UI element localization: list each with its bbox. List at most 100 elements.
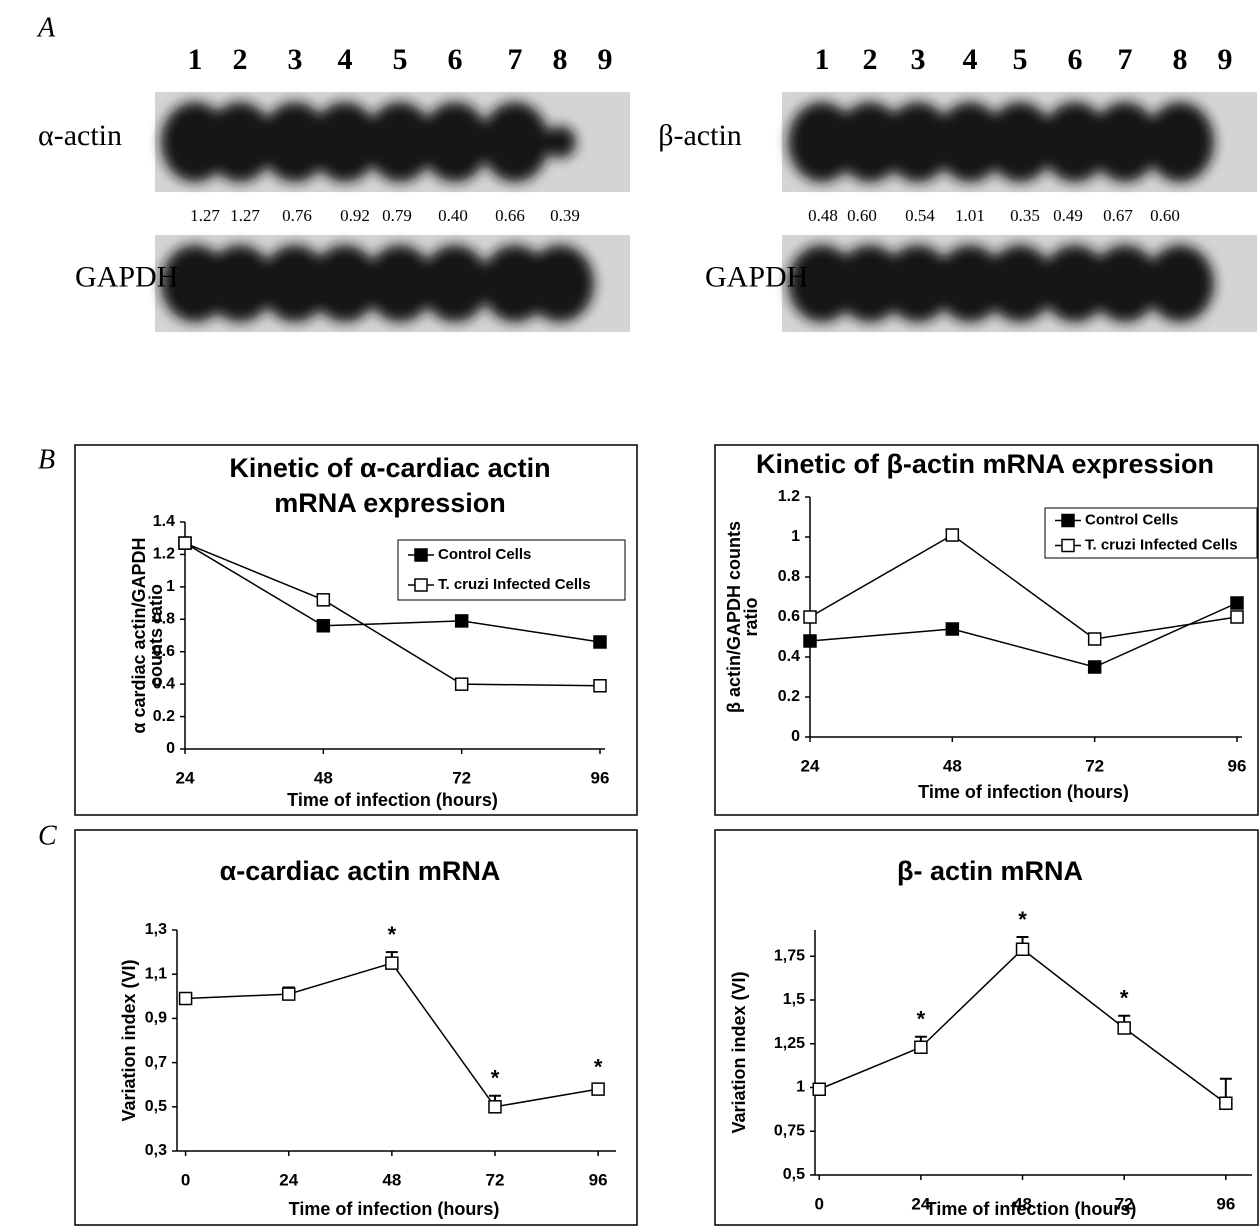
series-line (186, 963, 599, 1107)
marker (1231, 611, 1243, 623)
y-tick-label: 0,5 (783, 1166, 805, 1183)
legend-label: T. cruzi Infected Cells (1085, 536, 1238, 553)
marker (946, 529, 958, 541)
legend-marker (1062, 540, 1074, 552)
chart-title: Kinetic of β-actin mRNA expression (756, 449, 1214, 479)
chart-title: mRNA expression (274, 488, 506, 518)
y-tick-label: 0 (166, 740, 175, 757)
blot-bands (161, 102, 576, 182)
lane-number: 4 (963, 43, 978, 76)
ratio-label: 1.01 (955, 206, 985, 225)
legend-marker (415, 579, 427, 591)
lane-number: 2 (863, 43, 878, 76)
lane-number: 6 (1068, 43, 1083, 76)
ratio-label: 0.92 (340, 206, 370, 225)
y-tick-label: 0.4 (778, 648, 800, 665)
x-tick-label: 24 (801, 756, 820, 775)
lane-number: 7 (1118, 43, 1133, 76)
series-line (819, 949, 1226, 1103)
y-tick-label: 1 (796, 1079, 805, 1096)
marker (456, 678, 468, 690)
y-tick-label: 1 (166, 578, 175, 595)
lane-number: 5 (393, 43, 408, 76)
chart-title: β- actin mRNA (897, 856, 1083, 886)
x-tick-label: 72 (452, 768, 471, 787)
marker (594, 636, 606, 648)
ratio-label: 0.60 (1150, 206, 1180, 225)
y-axis-label: counts ratio (146, 584, 166, 687)
x-tick-label: 48 (943, 756, 962, 775)
lane-number: 2 (233, 43, 248, 76)
blot-band (1146, 102, 1214, 182)
x-tick-label: 96 (1228, 756, 1247, 775)
marker (1118, 1022, 1130, 1034)
legend-label: T. cruzi Infected Cells (438, 576, 591, 593)
significance-mark: * (388, 922, 397, 947)
lane-number: 3 (911, 43, 926, 76)
marker (317, 620, 329, 632)
marker (179, 537, 191, 549)
x-axis-label: Time of infection (hours) (287, 790, 498, 810)
lane-number: 8 (553, 43, 568, 76)
panel-label: B (38, 444, 55, 475)
y-tick-label: 0,3 (145, 1142, 167, 1159)
series-line (810, 603, 1237, 667)
significance-mark: * (594, 1055, 603, 1080)
x-tick-label: 72 (1085, 756, 1104, 775)
x-axis-label: Time of infection (hours) (918, 782, 1129, 802)
marker (283, 988, 295, 1000)
y-tick-label: 1,1 (145, 965, 167, 982)
blot-band (421, 102, 489, 182)
ratio-label: 0.49 (1053, 206, 1083, 225)
significance-mark: * (917, 1007, 926, 1032)
y-tick-label: 1,75 (774, 947, 805, 964)
figure: A B C 123456789α-actinGAPDH1.271.270.760… (0, 0, 1259, 1226)
y-tick-label: 1 (791, 528, 800, 545)
x-tick-label: 0 (181, 1170, 190, 1189)
legend-marker (415, 549, 427, 561)
blot-band (1146, 245, 1214, 322)
control-label: GAPDH (75, 260, 178, 293)
legend-label: Control Cells (438, 546, 531, 563)
lane-number: 6 (448, 43, 463, 76)
y-axis-label: ratio (741, 597, 761, 636)
marker (456, 615, 468, 627)
ratio-label: 0.54 (905, 206, 935, 225)
y-tick-label: 1.4 (153, 513, 175, 530)
ratio-label: 0.40 (438, 206, 468, 225)
x-tick-label: 48 (314, 768, 333, 787)
blot-band (481, 102, 549, 182)
target-label: α-actin (38, 119, 122, 152)
x-tick-label: 0 (815, 1194, 824, 1213)
panel-label: A (36, 12, 56, 43)
blot-band (544, 126, 576, 158)
lane-number: 9 (598, 43, 613, 76)
x-tick-label: 72 (486, 1170, 505, 1189)
ratio-label: 0.35 (1010, 206, 1040, 225)
marker (592, 1083, 604, 1095)
lane-number: 8 (1173, 43, 1188, 76)
y-axis-label: Variation index (VI) (119, 959, 139, 1121)
x-tick-label: 24 (279, 1170, 298, 1189)
y-tick-label: 0.2 (778, 688, 800, 705)
y-tick-label: 0,75 (774, 1122, 805, 1139)
ratio-label: 0.67 (1103, 206, 1133, 225)
chart-title: Kinetic of α-cardiac actin (229, 453, 550, 483)
x-axis-label: Time of infection (hours) (926, 1199, 1137, 1219)
y-tick-label: 0,5 (145, 1098, 167, 1115)
ratio-label: 0.60 (847, 206, 877, 225)
marker (804, 635, 816, 647)
y-tick-label: 0.2 (153, 708, 175, 725)
lane-number: 9 (1218, 43, 1233, 76)
blot-bands (161, 245, 594, 322)
marker (317, 594, 329, 606)
ratio-label: 0.79 (382, 206, 412, 225)
ratio-label: 0.48 (808, 206, 838, 225)
significance-mark: * (491, 1066, 500, 1091)
marker (489, 1101, 501, 1113)
marker (1017, 943, 1029, 955)
y-tick-label: 1.2 (153, 546, 175, 563)
ratio-label: 1.27 (230, 206, 260, 225)
x-tick-label: 96 (1216, 1194, 1235, 1213)
x-tick-label: 96 (589, 1170, 608, 1189)
